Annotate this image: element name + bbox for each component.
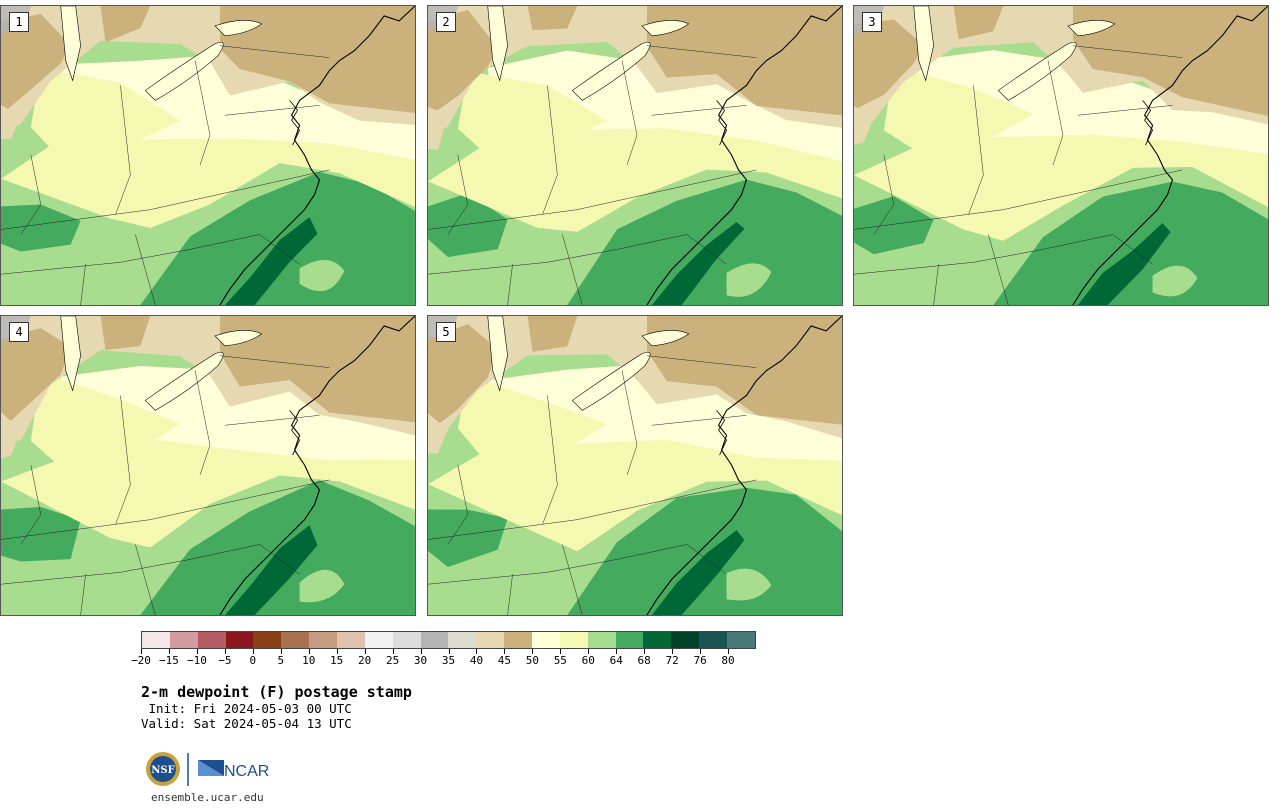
colorbar-tick-label: 15: [330, 654, 344, 667]
colorbar-tick: [504, 649, 506, 654]
colorbar-tick-label: 45: [497, 654, 512, 667]
colorbar-tick: [700, 649, 702, 654]
colorbar-tick: [308, 649, 310, 654]
colorbar-tick: [476, 649, 478, 654]
colorbar-swatch: [504, 632, 533, 648]
colorbar-tick-label: 68: [637, 654, 651, 667]
colorbar-swatch: [281, 632, 310, 648]
colorbar-swatch: [337, 632, 365, 648]
colorbar-tick-label: −5: [218, 654, 232, 667]
nsf-ncar-logos: NSF NCAR: [144, 750, 274, 790]
nsf-logo-icon: NSF: [146, 752, 180, 786]
colorbar-tick: [280, 649, 282, 654]
colorbar-tick-label: −20: [131, 654, 151, 667]
colorbar-swatch: [420, 632, 449, 648]
colorbar-tick: [420, 649, 422, 654]
dewpoint-colorbar: [141, 631, 756, 649]
colorbar-tick-label: −15: [159, 654, 179, 667]
stamp-panel-5: 5: [427, 315, 843, 616]
colorbar-tick: [560, 649, 562, 654]
colorbar-swatch: [142, 632, 170, 648]
dewpoint-map-4: [1, 316, 415, 615]
colorbar-tick: [392, 649, 394, 654]
colorbar-tick: [672, 649, 674, 654]
colorbar-tick: [364, 649, 366, 654]
colorbar-tick: [644, 649, 646, 654]
colorbar-tick-label: 40: [469, 654, 484, 667]
colorbar-tick-label: 80: [721, 654, 735, 667]
dewpoint-map-1: [1, 6, 415, 305]
colorbar-swatch: [615, 632, 644, 648]
colorbar-tick-label: 64: [609, 654, 623, 667]
colorbar-swatch: [559, 632, 588, 648]
colorbar-tick-label: 30: [413, 654, 428, 667]
ncar-logo-icon: NCAR: [198, 760, 269, 780]
colorbar-tick-label: 60: [581, 654, 595, 667]
colorbar-swatch: [364, 632, 393, 648]
colorbar-tick: [588, 649, 590, 654]
colorbar-tick-label: 55: [553, 654, 567, 667]
dewpoint-map-3: [854, 6, 1268, 305]
colorbar-tick-label: 5: [277, 654, 285, 667]
colorbar-tick-label: 50: [525, 654, 539, 667]
colorbar-swatch: [448, 632, 477, 648]
colorbar-swatch: [197, 632, 226, 648]
colorbar-tick-label: −10: [186, 654, 207, 667]
colorbar-tick: [616, 649, 618, 654]
init-time: Init: Fri 2024-05-03 00 UTC: [141, 701, 352, 716]
nsf-logo-text: NSF: [151, 765, 174, 776]
colorbar-tick: [252, 649, 254, 654]
colorbar-swatch: [727, 632, 755, 648]
colorbar-swatch: [309, 632, 338, 648]
panel-number-label: 4: [9, 322, 29, 342]
colorbar-tick-label: 25: [385, 654, 400, 667]
colorbar-swatch: [532, 632, 560, 648]
panel-number-label: 3: [862, 12, 882, 32]
stamp-panel-3: 3: [853, 5, 1269, 306]
colorbar-tick: [224, 649, 226, 654]
stamp-panel-1: 1: [0, 5, 416, 306]
colorbar-tick-label: 20: [358, 654, 372, 667]
ncar-logo-text: NCAR: [224, 763, 269, 780]
colorbar-tick: [141, 649, 142, 654]
colorbar-tick-label: 0: [249, 654, 257, 667]
colorbar-tick: [532, 649, 534, 654]
colorbar-ticks: [141, 649, 756, 655]
colorbar-swatch: [169, 632, 198, 648]
colorbar-swatch: [476, 632, 505, 648]
panel-number-label: 1: [9, 12, 29, 32]
colorbar-swatch: [699, 632, 728, 648]
dewpoint-map-2: [428, 6, 842, 305]
figure-title: 2-m dewpoint (F) postage stamp: [141, 683, 412, 701]
colorbar-swatch: [225, 632, 254, 648]
colorbar-swatch: [587, 632, 616, 648]
colorbar-tick-label: 10: [302, 654, 316, 667]
colorbar-swatch: [643, 632, 672, 648]
stamp-panel-4: 4: [0, 315, 416, 616]
colorbar-tick: [168, 649, 170, 654]
colorbar-swatch: [253, 632, 282, 648]
colorbar-tick-label: 76: [693, 654, 707, 667]
panel-number-label: 5: [436, 322, 456, 342]
panel-number-label: 2: [436, 12, 456, 32]
colorbar-tick: [728, 649, 730, 654]
website-url: ensemble.ucar.edu: [151, 791, 264, 804]
colorbar-tick-label: 35: [441, 654, 456, 667]
valid-time: Valid: Sat 2024-05-04 13 UTC: [141, 716, 352, 731]
colorbar-tick: [196, 649, 198, 654]
stamp-panel-2: 2: [427, 5, 843, 306]
colorbar-tick: [336, 649, 338, 654]
colorbar-swatch: [671, 632, 700, 648]
colorbar-swatch: [392, 632, 421, 648]
colorbar-tick-label: 72: [665, 654, 679, 667]
colorbar-tick: [448, 649, 450, 654]
dewpoint-map-5: [428, 316, 842, 615]
